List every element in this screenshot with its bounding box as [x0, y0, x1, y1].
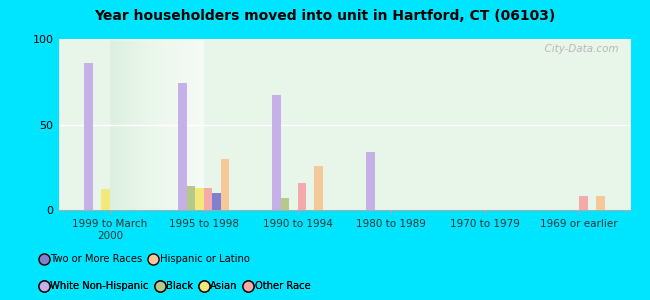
Bar: [272, 95, 281, 210]
Bar: [298, 183, 306, 210]
Bar: [178, 83, 187, 210]
Bar: [366, 152, 374, 210]
Legend: White Non-Hispanic, Black, Asian, Other Race: White Non-Hispanic, Black, Asian, Other …: [38, 277, 315, 295]
Legend: Two or More Races, Hispanic or Latino: Two or More Races, Hispanic or Latino: [38, 250, 254, 268]
Bar: [596, 196, 605, 210]
Bar: [84, 63, 93, 210]
Bar: [195, 188, 203, 210]
Bar: [281, 198, 289, 210]
Bar: [101, 190, 110, 210]
Text: City-Data.com: City-Data.com: [538, 44, 619, 54]
Bar: [212, 193, 220, 210]
Bar: [315, 166, 323, 210]
Bar: [187, 186, 195, 210]
Bar: [203, 188, 212, 210]
Bar: [220, 159, 229, 210]
Bar: [579, 196, 588, 210]
Text: Year householders moved into unit in Hartford, CT (06103): Year householders moved into unit in Har…: [94, 9, 556, 23]
